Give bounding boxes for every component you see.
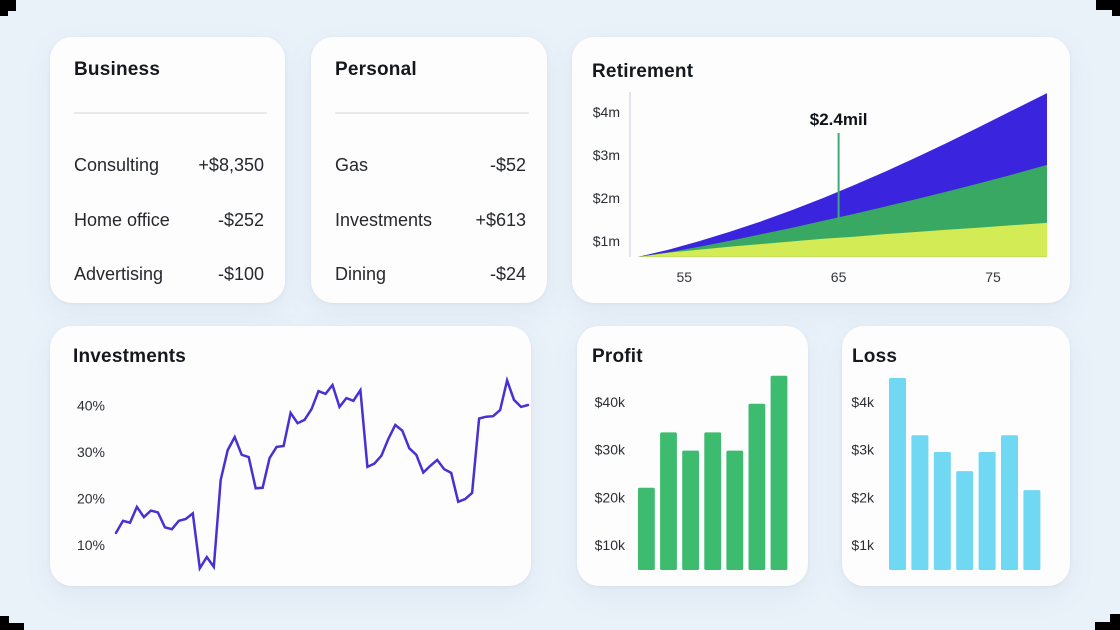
investments-card-title: Investments bbox=[73, 346, 187, 367]
y-tick-label: $1k bbox=[851, 537, 875, 553]
corner-mark-top-left bbox=[0, 0, 16, 11]
trend-line bbox=[114, 375, 530, 572]
bar bbox=[770, 375, 788, 570]
bar bbox=[933, 452, 951, 570]
personal-card-title: Personal bbox=[335, 59, 417, 80]
bar bbox=[889, 378, 906, 570]
row-label: Consulting bbox=[74, 154, 160, 175]
area-series-low bbox=[638, 222, 1047, 257]
bar bbox=[978, 452, 996, 570]
row-value: -$24 bbox=[489, 263, 526, 284]
business-row-advertising: Advertising -$100 bbox=[74, 260, 264, 288]
personal-row-investments: Investments +$613 bbox=[335, 206, 526, 234]
y-tick-label: $1m bbox=[593, 233, 620, 249]
investments-card: Investments 40% 30% 20% 10% bbox=[50, 326, 531, 586]
y-tick-label: 10% bbox=[77, 537, 105, 553]
divider bbox=[335, 112, 529, 114]
y-tick-label: $4m bbox=[593, 104, 620, 120]
retirement-area-chart: $4m $3m $2m $1m 55 65 75 $2.4mil bbox=[593, 92, 1047, 285]
bar bbox=[1001, 435, 1018, 570]
x-tick-label: 65 bbox=[831, 269, 847, 285]
personal-row-gas: Gas -$52 bbox=[335, 151, 526, 179]
y-tick-label: 30% bbox=[77, 444, 105, 460]
row-value: +$8,350 bbox=[198, 154, 264, 175]
x-tick-label: 75 bbox=[985, 269, 1001, 285]
row-value: +$613 bbox=[475, 209, 526, 230]
loss-bar-chart: $4k $3k $2k $1k bbox=[851, 378, 1041, 570]
business-card: Business Consulting +$8,350 Home office … bbox=[50, 37, 285, 303]
corner-mark-top-left bbox=[0, 0, 8, 16]
business-row-consulting: Consulting +$8,350 bbox=[74, 151, 264, 179]
bar bbox=[704, 432, 722, 570]
divider bbox=[74, 112, 267, 114]
bar bbox=[911, 435, 929, 570]
row-label: Gas bbox=[335, 154, 369, 175]
bar bbox=[748, 403, 766, 570]
y-tick-label: $2m bbox=[593, 190, 620, 206]
y-tick-label: $20k bbox=[595, 489, 626, 505]
y-tick-label: $3m bbox=[593, 147, 620, 163]
row-value: -$100 bbox=[217, 263, 264, 284]
row-value: -$252 bbox=[217, 209, 264, 230]
row-value: -$52 bbox=[489, 154, 526, 175]
profit-card: Profit $40k $30k $20k $10k bbox=[577, 326, 808, 586]
profit-bar-chart: $40k $30k $20k $10k bbox=[595, 375, 788, 570]
y-tick-label: $4k bbox=[851, 394, 875, 410]
bar bbox=[638, 487, 655, 570]
profit-card-title: Profit bbox=[592, 346, 643, 367]
corner-mark-bottom-left bbox=[0, 623, 24, 630]
bar bbox=[1023, 490, 1041, 570]
corner-mark-top-right bbox=[1096, 0, 1120, 10]
annotation-label: $2.4mil bbox=[810, 110, 868, 129]
personal-card: Personal Gas -$52 Investments +$613 Dini… bbox=[311, 37, 547, 303]
loss-card: Loss $4k $3k $2k $1k bbox=[842, 326, 1070, 586]
loss-card-title: Loss bbox=[852, 346, 898, 367]
retirement-card: Retirement $4m $3m $2m $1m 55 65 75 $2.4mil bbox=[572, 37, 1070, 303]
investments-line-chart: 40% 30% 20% 10% bbox=[77, 375, 530, 572]
bar bbox=[956, 471, 974, 570]
bar bbox=[682, 450, 699, 570]
business-card-title: Business bbox=[74, 59, 161, 80]
row-label: Home office bbox=[74, 209, 170, 230]
y-tick-label: $30k bbox=[595, 442, 626, 458]
y-tick-label: $3k bbox=[851, 442, 875, 458]
row-label: Investments bbox=[335, 209, 433, 230]
y-tick-label: $10k bbox=[595, 537, 626, 553]
y-tick-label: 20% bbox=[77, 491, 105, 507]
y-tick-label: $40k bbox=[595, 394, 626, 410]
bar bbox=[726, 450, 744, 570]
business-row-home-office: Home office -$252 bbox=[74, 206, 264, 234]
y-tick-label: $2k bbox=[851, 489, 875, 505]
bar bbox=[660, 432, 677, 570]
retirement-card-title: Retirement bbox=[592, 61, 694, 82]
row-label: Advertising bbox=[74, 263, 164, 284]
x-tick-label: 55 bbox=[677, 269, 693, 285]
personal-row-dining: Dining -$24 bbox=[335, 260, 526, 288]
y-tick-label: 40% bbox=[77, 398, 105, 414]
row-label: Dining bbox=[335, 263, 387, 284]
corner-mark-top-right bbox=[1112, 0, 1120, 16]
corner-mark-bottom-right bbox=[1095, 622, 1120, 630]
